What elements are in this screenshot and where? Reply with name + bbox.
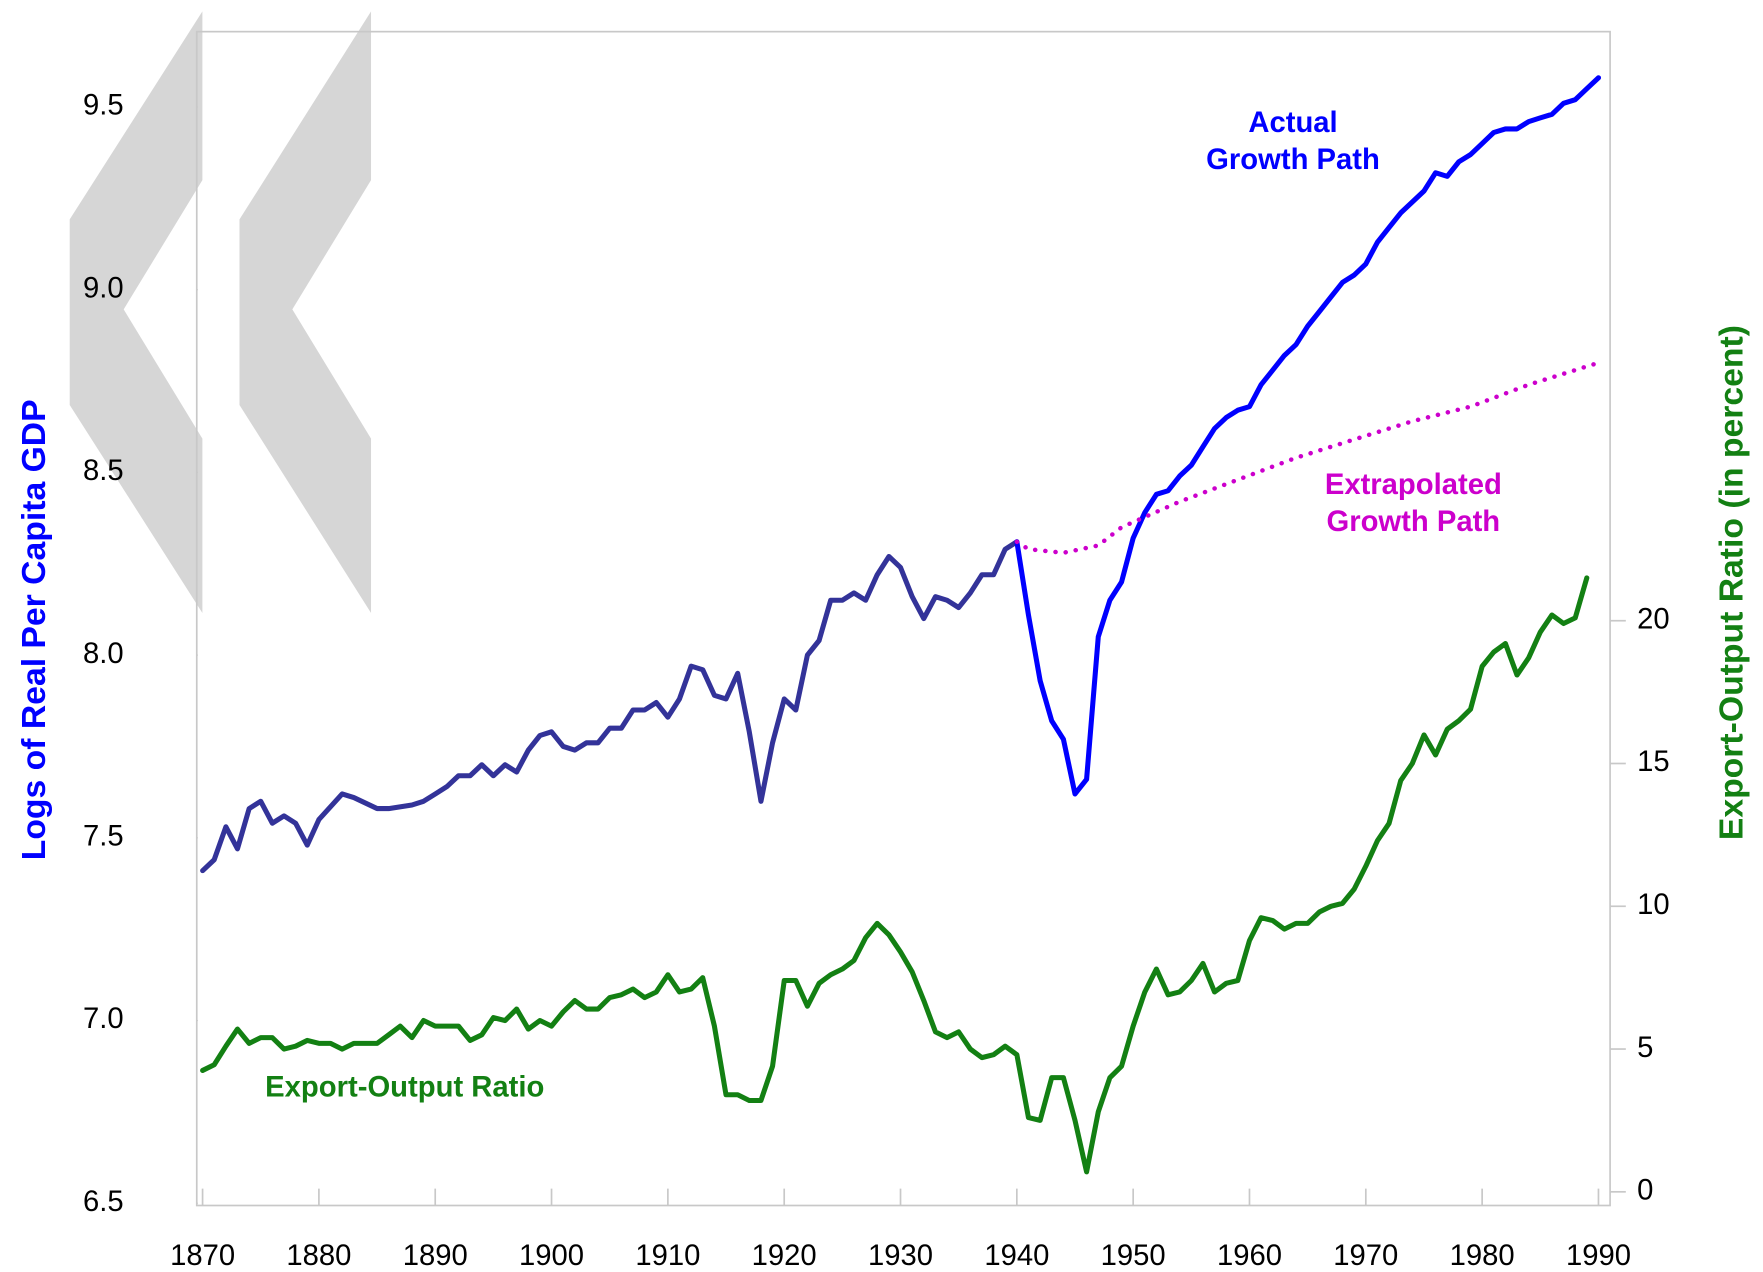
annotation-line: Growth Path: [1326, 506, 1500, 538]
y-tick-label: 6.5: [83, 1186, 124, 1218]
x-tick-label: 1940: [984, 1240, 1049, 1272]
series-line: [200, 575, 1590, 1175]
annotation-line: Extrapolated: [1325, 469, 1502, 501]
x-tick-label: 1980: [1450, 1240, 1515, 1272]
y-tick-label: 9.0: [83, 272, 124, 304]
y-tick-label: 7.0: [83, 1003, 124, 1035]
x-tick-label: 1890: [403, 1240, 468, 1272]
logo-chevron: [69, 11, 203, 613]
y-tick-label: 8.5: [83, 455, 124, 487]
y-tick-label: 9.5: [83, 90, 124, 122]
y-tick-label: 7.5: [83, 821, 124, 853]
x-tick-label: 1910: [635, 1240, 700, 1272]
x-tick-label: 1870: [170, 1240, 235, 1272]
x-tick-label: 1930: [868, 1240, 933, 1272]
series-line: [200, 539, 1020, 874]
x-tick-label: 1990: [1566, 1240, 1631, 1272]
series-annotation: Extrapolated Growth Path: [1325, 469, 1502, 538]
y2-axis-title: Export-Output Ratio (in percent): [1713, 325, 1751, 840]
series-annotation: Actual Growth Path: [1206, 107, 1380, 176]
y2-tick-label: 10: [1637, 889, 1670, 921]
annotation-line: Growth Path: [1206, 144, 1380, 176]
logo-chevron: [239, 11, 372, 613]
series-annotation: Export-Output Ratio: [265, 1071, 544, 1103]
plot-frame: [195, 30, 1611, 1207]
x-tick-label: 1970: [1333, 1240, 1398, 1272]
x-tick-label: 1900: [519, 1240, 584, 1272]
y2-tick-label: 0: [1637, 1175, 1653, 1207]
y-axis-title: Logs of Real Per Capita GDP: [15, 399, 53, 860]
y2-tick-label: 5: [1637, 1032, 1653, 1064]
x-tick-label: 1920: [752, 1240, 817, 1272]
x-tick-label: 1950: [1101, 1240, 1166, 1272]
x-tick-label: 1880: [286, 1240, 351, 1272]
annotation-line: Actual: [1248, 107, 1337, 139]
series-line: [1014, 75, 1602, 797]
plot: [200, 75, 1602, 1175]
y2-tick-label: 20: [1637, 603, 1670, 635]
x-tick-label: 1960: [1217, 1240, 1282, 1272]
series-line: [1014, 360, 1601, 556]
y-tick-label: 8.0: [83, 638, 124, 670]
y2-tick-label: 15: [1637, 746, 1670, 778]
